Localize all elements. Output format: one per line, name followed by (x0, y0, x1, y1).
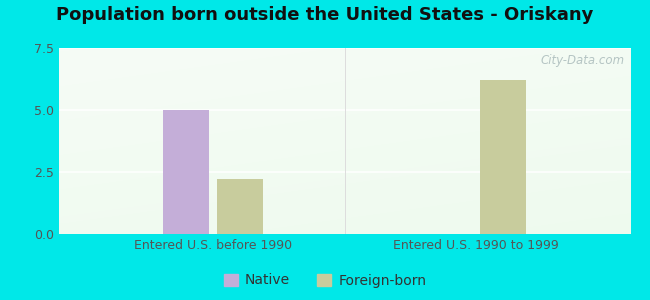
Legend: Native, Foreign-born: Native, Foreign-born (218, 268, 432, 293)
Text: City-Data.com: City-Data.com (541, 54, 625, 67)
Bar (163, 110, 209, 234)
Bar (480, 80, 526, 234)
Bar (217, 179, 263, 234)
Text: Population born outside the United States - Oriskany: Population born outside the United State… (57, 6, 593, 24)
